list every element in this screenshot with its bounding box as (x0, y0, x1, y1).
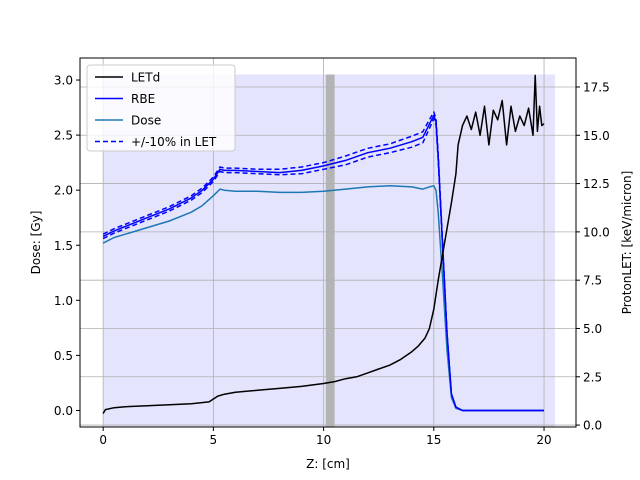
y-right-tick-label-3: 7.5 (583, 274, 602, 288)
y-right-tick-label-7: 17.5 (583, 80, 610, 94)
y-right-tick-label-4: 10.0 (583, 225, 610, 239)
y-left-tick-label-1: 0.5 (54, 349, 73, 363)
y-left-tick-label-5: 2.5 (54, 129, 73, 143)
y-right-tick-label-2: 5.0 (583, 322, 602, 336)
shaded-region-1 (325, 74, 335, 427)
axis-ticks: 0 5 10 15 20 0.0 0.5 1.0 1.5 2.0 2.5 3.0 0.0 2.5 5.0 7.… (54, 74, 610, 447)
y-axis-right-label: ProtonLET: [keV/micron] (620, 171, 634, 315)
x-axis-label: Z: [cm] (306, 457, 350, 471)
series-lines (102, 74, 545, 414)
y-axis-left-label: Dose: [Gy] (29, 211, 43, 275)
plot-frame (79, 57, 577, 428)
y-right-tick-label-1: 2.5 (583, 370, 602, 384)
x-tick-label-1: 5 (210, 433, 218, 447)
x-tick-label-2: 10 (316, 433, 331, 447)
y-left-tick-label-3: 1.5 (54, 239, 73, 253)
legend-label-1: RBE (131, 92, 155, 106)
series-line-1 (102, 114, 544, 412)
y-left-tick-label-6: 3.0 (54, 74, 73, 88)
legend: LETd RBE Dose +/-10% in LET (86, 64, 236, 152)
legend-label-3: +/-10% in LET (131, 135, 217, 149)
y-left-tick-label-0: 0.0 (54, 404, 73, 418)
y-left-tick-label-2: 1.0 (54, 294, 73, 308)
x-tick-label-4: 20 (536, 433, 551, 447)
y-right-tick-label-0: 0.0 (583, 419, 602, 433)
legend-box (86, 64, 236, 152)
series-line-0 (102, 74, 545, 414)
y-right-tick-label-6: 15.0 (583, 129, 610, 143)
x-tick-label-3: 15 (426, 433, 441, 447)
legend-label-0: LETd (131, 71, 160, 85)
legend-label-2: Dose (131, 114, 161, 128)
y-left-tick-label-4: 2.0 (54, 184, 73, 198)
x-tick-label-0: 0 (99, 433, 107, 447)
y-right-tick-label-5: 12.5 (583, 177, 610, 191)
